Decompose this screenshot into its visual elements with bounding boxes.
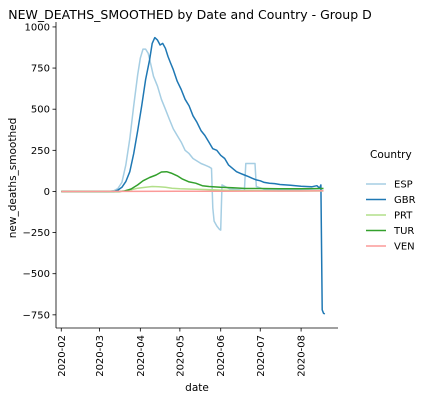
series-line-tur <box>61 170 324 193</box>
y-tick-label: −500 <box>23 269 50 280</box>
chart-title: NEW_DEATHS_SMOOTHED by Date and Country … <box>8 7 372 22</box>
y-tick-label: 500 <box>31 105 50 116</box>
y-tick-label: −750 <box>23 310 50 321</box>
y-axis: 1000 750 500 250 0 −250 −500 −750 <box>23 22 57 328</box>
plot-area <box>61 36 326 315</box>
y-tick-label: −250 <box>23 228 50 239</box>
x-tick-label: 2020-07 <box>256 335 267 377</box>
y-axis-label: new_deaths_smoothed <box>7 118 19 238</box>
series-line-esp <box>61 48 324 231</box>
y-tick-label: 0 <box>44 187 50 198</box>
x-axis: 2020-02 2020-03 2020-04 2020-05 2020-06 2020-… <box>56 327 338 377</box>
x-tick-label: 2020-03 <box>95 335 106 377</box>
y-tick-label: 250 <box>31 146 50 157</box>
legend-title: Country <box>370 149 412 161</box>
x-tick-label: 2020-06 <box>216 335 227 377</box>
legend-label-prt: PRT <box>394 211 413 222</box>
legend-label-esp: ESP <box>394 180 413 191</box>
x-tick-label: 2020-05 <box>175 335 186 377</box>
legend: Country ESP GBR PRT TUR VEN <box>366 149 416 253</box>
legend-label-ven: VEN <box>394 242 415 253</box>
y-tick-label: 750 <box>31 64 50 75</box>
legend-label-tur: TUR <box>393 226 414 237</box>
x-tick-label: 2020-04 <box>136 335 147 377</box>
y-tick-label: 1000 <box>25 22 50 33</box>
x-tick-label: 2020-02 <box>57 335 68 377</box>
x-axis-label: date <box>185 382 209 394</box>
series-line-ven <box>61 190 324 193</box>
x-tick-label: 2020-08 <box>297 335 308 377</box>
series-line-gbr <box>61 36 326 315</box>
legend-label-gbr: GBR <box>394 195 416 206</box>
